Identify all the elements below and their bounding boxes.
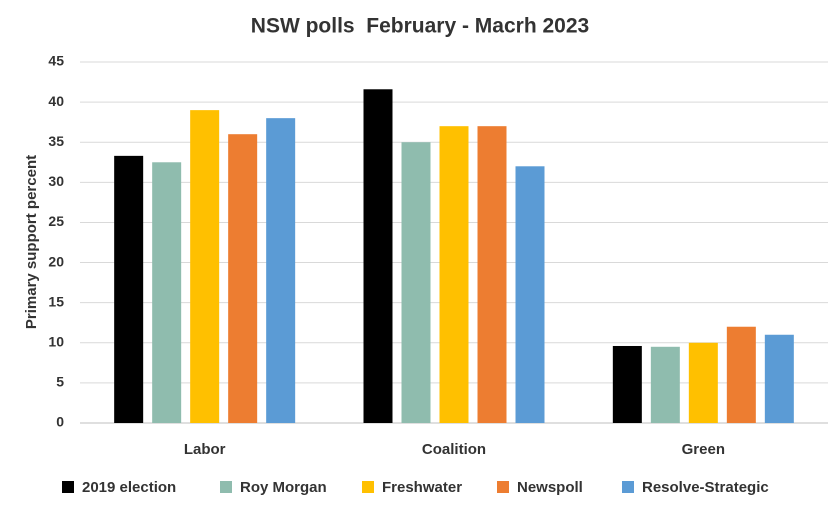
bar <box>726 326 756 423</box>
legend-swatch <box>220 481 232 493</box>
y-tick-label: 0 <box>56 414 64 430</box>
y-tick-label: 40 <box>48 93 64 109</box>
bar <box>401 142 431 423</box>
y-tick-label: 5 <box>56 374 64 390</box>
y-tick-label: 10 <box>48 333 64 349</box>
legend-swatch <box>62 481 74 493</box>
bar <box>477 126 507 423</box>
y-tick-label: 45 <box>48 53 64 69</box>
bar <box>228 134 258 423</box>
y-tick-label: 35 <box>48 133 64 149</box>
y-tick-label: 25 <box>48 213 64 229</box>
bar <box>266 118 296 424</box>
legend-label: 2019 election <box>82 479 176 496</box>
bar <box>515 166 545 424</box>
bar <box>190 110 220 423</box>
legend-label: Newspoll <box>517 479 583 496</box>
y-axis-label: Primary support percent <box>23 155 40 329</box>
legend-label: Resolve-Strategic <box>642 479 769 496</box>
bar <box>114 155 144 424</box>
x-tick-label: Green <box>682 441 725 458</box>
legend-label: Freshwater <box>382 479 462 496</box>
bar <box>363 89 393 423</box>
bar <box>650 346 680 423</box>
bar <box>152 162 182 423</box>
y-tick-label: 30 <box>48 173 64 189</box>
bar <box>764 334 794 423</box>
bar <box>688 342 718 423</box>
x-tick-label: Labor <box>184 441 226 458</box>
legend-swatch <box>622 481 634 493</box>
legend-swatch <box>497 481 509 493</box>
bar <box>612 345 642 423</box>
bar <box>439 126 469 423</box>
y-tick-label: 15 <box>48 293 64 309</box>
x-tick-label: Coalition <box>422 441 486 458</box>
legend-swatch <box>362 481 374 493</box>
y-tick-label: 20 <box>48 253 64 269</box>
chart-title: NSW polls February - Macrh 2023 <box>251 15 589 38</box>
legend-label: Roy Morgan <box>240 479 327 496</box>
